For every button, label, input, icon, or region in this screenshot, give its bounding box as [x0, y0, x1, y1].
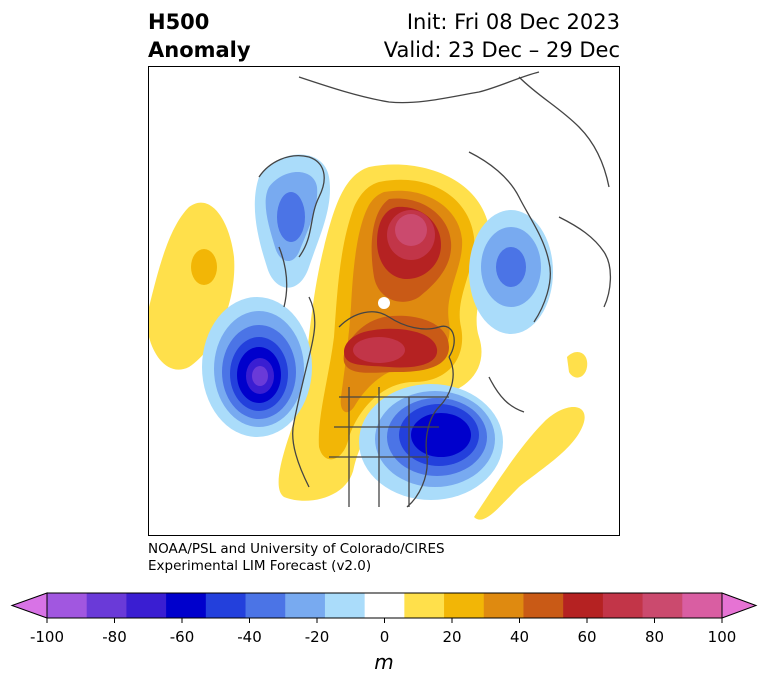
anomaly-negative-europe: [469, 210, 553, 334]
forecast-dates: Init: Fri 08 Dec 2023 Valid: 23 Dec – 29…: [384, 8, 620, 64]
colorbar-tick-label: -60: [170, 628, 195, 646]
colorbar-tick-label: 60: [577, 628, 596, 646]
colorbar-tick-label: 80: [645, 628, 664, 646]
anomaly-positive-central: [278, 164, 490, 501]
credit-line-1: NOAA/PSL and University of Colorado/CIRE…: [148, 541, 445, 557]
colorbar-swatch: [126, 593, 167, 618]
colorbar-swatch: [47, 593, 88, 618]
coastlines: [258, 71, 612, 508]
colorbar: -100 -80 -60 -40 -20 0 20 40 60 80 100: [10, 592, 758, 646]
colorbar-swatch: [324, 593, 366, 618]
colorbar-swatch: [364, 593, 405, 618]
colorbar-swatch: [483, 593, 524, 618]
anomaly-negative-pacific: [202, 297, 312, 437]
colorbar-extend-low: [10, 592, 48, 619]
colorbar-swatch: [642, 593, 683, 618]
colorbar-swatch: [404, 593, 445, 618]
colorbar-ticks: -100 -80 -60 -40 -20 0 20 40 60 80 100: [30, 618, 736, 646]
colorbar-units: m: [374, 650, 394, 674]
colorbar-tick-label: 100: [708, 628, 737, 646]
colorbar-tick-label: -40: [237, 628, 262, 646]
colorbar-swatch: [166, 593, 207, 618]
colorbar-swatch: [682, 593, 723, 618]
colorbar-swatch: [285, 593, 326, 618]
colorbar-swatch: [444, 593, 485, 618]
colorbar-tick-label: -20: [305, 628, 330, 646]
title-line-2: Anomaly: [148, 38, 251, 62]
colorbar-swatch: [602, 593, 644, 618]
colorbar-tick-label: 40: [510, 628, 529, 646]
colorbar-swatch: [523, 593, 564, 618]
map-title: H500 Anomaly: [148, 8, 251, 64]
valid-range: Valid: 23 Dec – 29 Dec: [383, 38, 620, 62]
colorbar-swatches: [10, 592, 758, 619]
colorbar-swatch: [205, 593, 247, 618]
colorbar-tick-label: 0: [380, 628, 390, 646]
colorbar-swatch: [245, 593, 286, 618]
credit-text: NOAA/PSL and University of Colorado/CIRE…: [148, 541, 445, 575]
title-line-1: H500: [148, 10, 210, 34]
credit-line-2: Experimental LIM Forecast (v2.0): [148, 558, 372, 574]
anomaly-map: [148, 66, 620, 536]
colorbar-tick-label: 20: [442, 628, 461, 646]
colorbar-tick-label: -100: [30, 628, 64, 646]
anomaly-map-svg: [149, 71, 612, 520]
anomaly-positive-atlantic: [474, 352, 588, 520]
colorbar-tick-label: -80: [102, 628, 127, 646]
colorbar-extend-high: [721, 592, 758, 619]
colorbar-swatch: [86, 593, 127, 618]
anomaly-negative-siberia: [254, 154, 330, 288]
anomaly-negative-atlantic: [359, 384, 503, 500]
init-date: Init: Fri 08 Dec 2023: [406, 10, 620, 34]
colorbar-swatch: [563, 593, 604, 618]
